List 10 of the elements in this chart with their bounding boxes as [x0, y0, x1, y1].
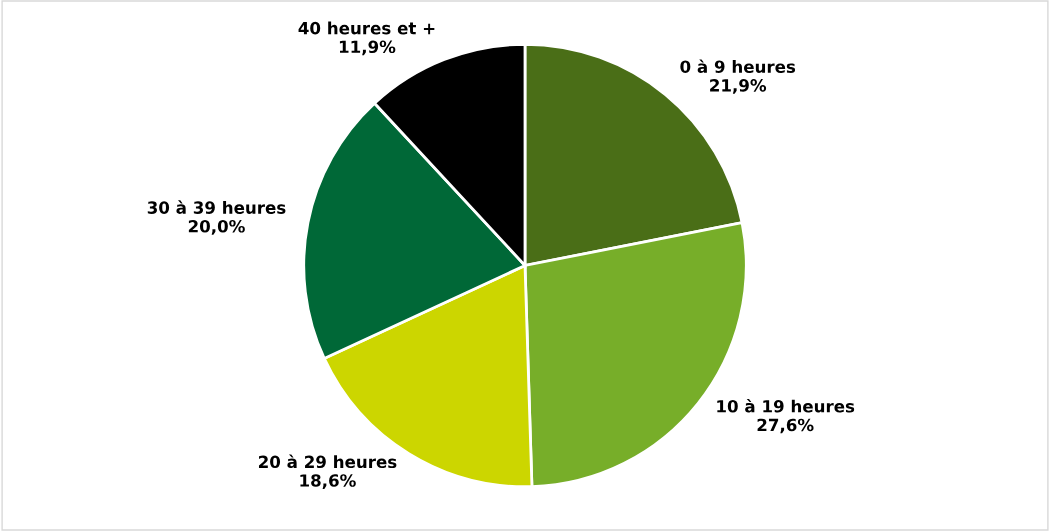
slice-label: 10 à 19 heures — [717, 399, 855, 413]
data-label: 11,9% — [339, 40, 396, 56]
slice-label: 40 heures et + — [298, 21, 435, 35]
data-label: 27,6% — [757, 418, 814, 434]
slice-label: 30 à 39 heures — [147, 200, 286, 214]
data-label: 20,0% — [188, 219, 245, 235]
data-label: 18,6% — [300, 474, 356, 489]
slice-label: 0 à 9 heures — [680, 59, 796, 73]
slice-label: 20 à 29 heures — [258, 454, 397, 469]
data-label: 21,9% — [710, 79, 767, 94]
